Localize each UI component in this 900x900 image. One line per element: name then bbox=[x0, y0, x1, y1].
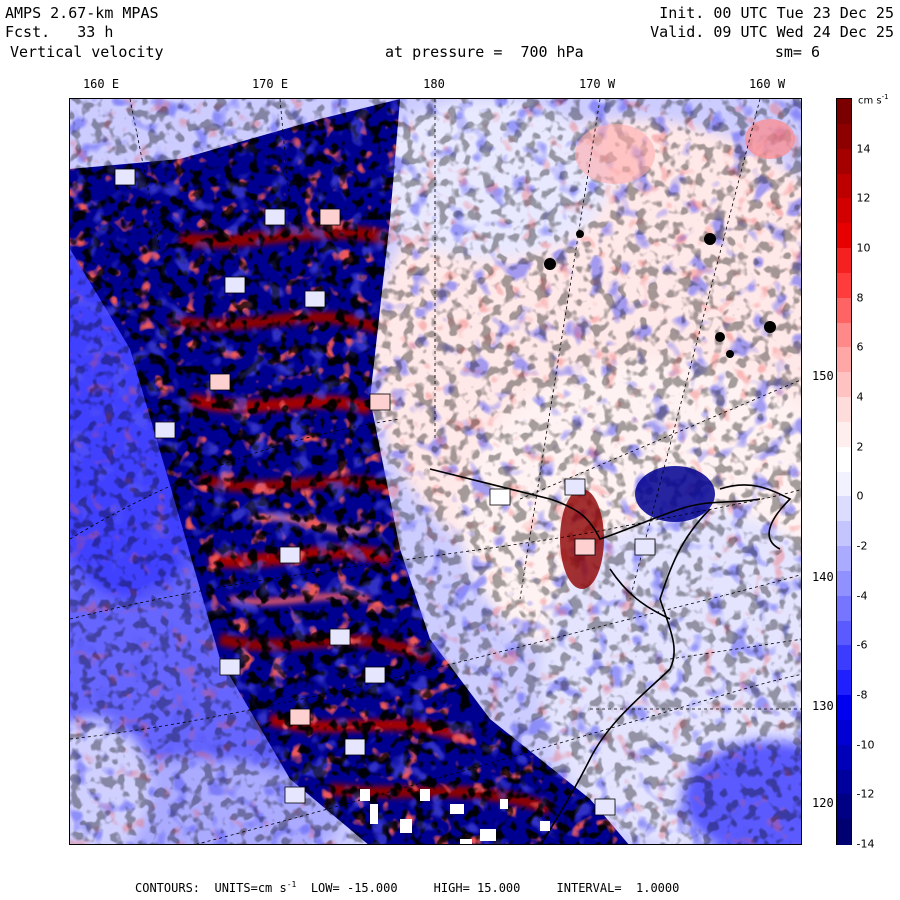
interval-label: INTERVAL= bbox=[556, 881, 622, 895]
lon-label-170w: 170 W bbox=[578, 77, 616, 91]
contour-label-boxes bbox=[114, 168, 656, 816]
colorbar-segment bbox=[837, 148, 851, 175]
colorbar-segment bbox=[837, 595, 851, 622]
colorbar-segment bbox=[837, 670, 851, 696]
colorbar-segment bbox=[837, 372, 851, 398]
colorbar-segment bbox=[837, 198, 851, 224]
colorbar-segment bbox=[837, 446, 851, 473]
terrain-mask bbox=[360, 789, 550, 844]
level-label: at pressure = bbox=[385, 43, 503, 61]
colorbar-segment bbox=[837, 769, 851, 795]
contours-label: CONTOURS: bbox=[135, 881, 201, 895]
colorbar-tick-label: 14 bbox=[853, 142, 871, 156]
colorbar-tick-label: 6 bbox=[853, 340, 864, 354]
interval-value: 1.0000 bbox=[636, 881, 680, 895]
colorbar-tick-label: 8 bbox=[853, 291, 864, 305]
contour-info: CONTOURS: UNITS=cm s-1 LOW= -15.000 HIGH… bbox=[135, 880, 679, 895]
colorbar-segment bbox=[837, 123, 851, 150]
units-exp: -1 bbox=[286, 880, 297, 889]
colorbar-segment bbox=[837, 173, 851, 199]
colorbar-unit-exp: -1 bbox=[881, 93, 889, 101]
lon-label-180: 180 bbox=[423, 77, 445, 91]
colorbar-segment bbox=[837, 794, 851, 820]
colorbar-tick-label: -6 bbox=[853, 638, 868, 652]
forecast-value: 33 h bbox=[77, 23, 114, 41]
colorbar-tick-label: -4 bbox=[853, 589, 868, 603]
colorbar-tick-label: 0 bbox=[853, 489, 864, 503]
colorbar bbox=[836, 98, 852, 845]
high-value: 15.000 bbox=[477, 881, 521, 895]
colorbar-unit: cm s-1 bbox=[858, 93, 889, 106]
forecast-label: Fcst. bbox=[5, 23, 51, 41]
colorbar-segment bbox=[837, 695, 851, 721]
colorbar-segment bbox=[837, 645, 851, 671]
lon-label-160e: 160 E bbox=[82, 77, 120, 91]
colorbar-segment bbox=[837, 496, 851, 522]
colorbar-segment bbox=[837, 99, 851, 125]
coastline bbox=[429, 468, 792, 844]
low-value: -15.000 bbox=[346, 881, 398, 895]
pressure-level: at pressure = 700 hPa bbox=[385, 43, 584, 61]
field-name: Vertical velocity bbox=[10, 43, 164, 61]
colorbar-segment bbox=[837, 347, 851, 373]
colorbar-segment bbox=[837, 297, 851, 324]
colorbar-segment bbox=[837, 744, 851, 771]
colorbar-tick-label: -8 bbox=[853, 688, 868, 702]
level-value: 700 hPa bbox=[520, 43, 584, 61]
colorbar-segment bbox=[837, 819, 851, 845]
local-features bbox=[544, 119, 795, 589]
lon-label-160w: 160 W bbox=[748, 77, 786, 91]
map-canvas bbox=[70, 99, 801, 844]
graticule bbox=[70, 99, 801, 844]
colorbar-tick-label: 2 bbox=[853, 440, 864, 454]
colorbar-segment bbox=[837, 322, 851, 348]
colorbar-tick-label: 12 bbox=[853, 191, 871, 205]
colorbar-tick-label: 10 bbox=[853, 241, 871, 255]
colorbar-segment bbox=[837, 248, 851, 274]
colorbar-segment bbox=[837, 223, 851, 249]
init-time: Init. 00 UTC Tue 23 Dec 25 bbox=[659, 4, 894, 22]
colorbar-tick-label: -2 bbox=[853, 539, 868, 553]
colorbar-tick-label: -12 bbox=[853, 787, 875, 801]
colorbar-segment bbox=[837, 272, 851, 299]
vertical-velocity-map bbox=[69, 98, 802, 845]
units-label: UNITS=cm s bbox=[214, 881, 287, 895]
colorbar-segment bbox=[837, 570, 851, 597]
colorbar-segment bbox=[837, 397, 851, 423]
colorbar-segment bbox=[837, 471, 851, 497]
colorbar-segment bbox=[837, 546, 851, 572]
valid-time: Valid. 09 UTC Wed 24 Dec 25 bbox=[650, 23, 894, 41]
forecast-hour: Fcst. 33 h bbox=[5, 23, 113, 41]
colorbar-tick-label: -14 bbox=[853, 837, 875, 851]
model-title: AMPS 2.67-km MPAS bbox=[5, 4, 159, 22]
high-label: HIGH= bbox=[433, 881, 470, 895]
colorbar-segment bbox=[837, 421, 851, 448]
colorbar-segment bbox=[837, 521, 851, 547]
colorbar-tick-label: 4 bbox=[853, 390, 864, 404]
colorbar-segment bbox=[837, 719, 851, 746]
smoothing: sm= 6 bbox=[774, 43, 820, 61]
lon-label-170e: 170 E bbox=[251, 77, 289, 91]
low-label: LOW= bbox=[310, 881, 340, 895]
colorbar-unit-text: cm s bbox=[858, 95, 882, 107]
colorbar-tick-label: -10 bbox=[853, 738, 875, 752]
colorbar-segment bbox=[837, 620, 851, 646]
